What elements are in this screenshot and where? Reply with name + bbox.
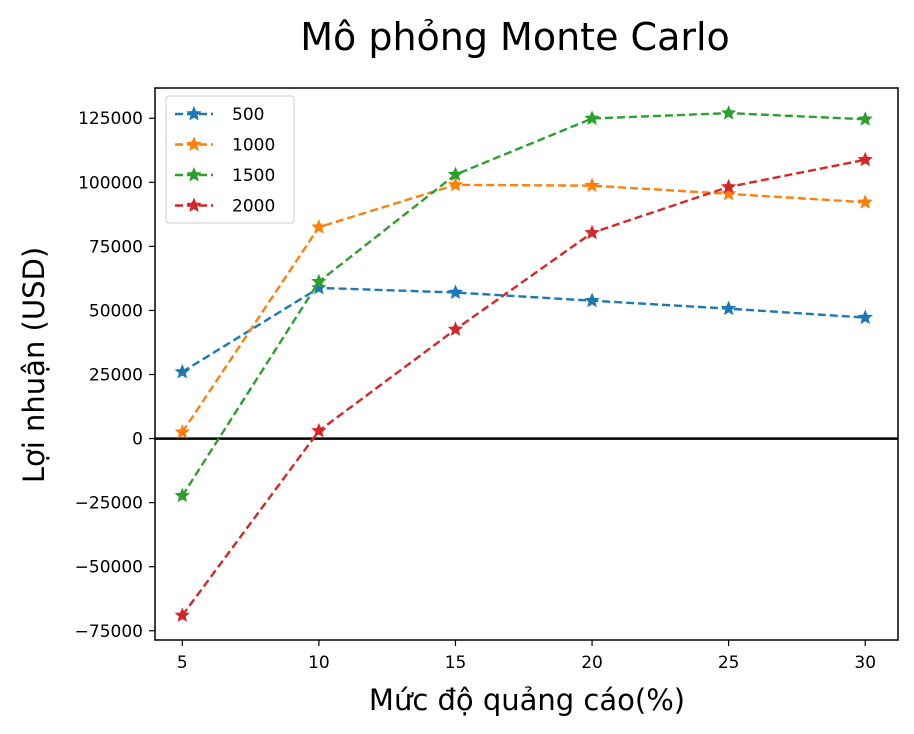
y-tick-label: −75000 <box>75 622 143 642</box>
data-point-star <box>447 176 464 192</box>
x-tick-label: 30 <box>854 653 876 673</box>
legend-star-marker <box>186 136 202 152</box>
x-axis-label: Mức độ quảng cáo(%) <box>369 683 685 717</box>
legend-item: 1500 <box>175 166 275 186</box>
y-tick-label: 25000 <box>89 366 143 386</box>
plot-area <box>154 87 899 641</box>
data-point-star <box>311 422 327 438</box>
data-point-star <box>857 111 873 126</box>
y-tick-label: 0 <box>132 430 143 450</box>
y-tick-label: −50000 <box>75 558 143 578</box>
series-line <box>181 183 866 433</box>
x-tick-label: 25 <box>718 653 740 673</box>
y-tick-label: 125000 <box>78 109 143 129</box>
data-point-star <box>311 279 327 295</box>
data-point-star <box>720 185 737 201</box>
data-point-star <box>584 110 600 126</box>
y-tick-label: 100000 <box>78 173 143 193</box>
data-point-star <box>857 309 873 325</box>
series-500 <box>174 279 873 379</box>
y-axis-label: Lợi nhuận (USD) <box>17 247 51 483</box>
data-point-star <box>857 194 873 209</box>
x-tick-label: 20 <box>581 653 603 673</box>
data-point-star <box>720 300 737 316</box>
legend-star-marker <box>186 197 202 213</box>
legend-item: 1000 <box>175 136 275 156</box>
series-line <box>181 158 866 617</box>
legend: 500 1000 1500 2000 <box>165 95 295 224</box>
series-line <box>181 111 866 497</box>
data-point-star <box>447 284 464 300</box>
data-point-star <box>584 292 600 308</box>
legend-star-marker <box>186 166 202 182</box>
data-point-star <box>584 224 600 240</box>
legend-label: 1500 <box>232 166 275 186</box>
legend-item: 500 <box>175 105 264 125</box>
chart-title: Mô phỏng Monte Carlo <box>300 15 730 59</box>
data-point-star <box>447 321 464 336</box>
legend-label: 500 <box>232 105 264 125</box>
series-1500 <box>174 105 873 503</box>
data-point-star <box>311 219 327 234</box>
data-point-star <box>720 178 737 194</box>
data-point-star <box>857 151 873 167</box>
y-tick-label: −25000 <box>75 494 143 514</box>
legend-item: 2000 <box>175 197 275 217</box>
data-point-star <box>447 166 464 182</box>
data-point-star <box>174 363 190 379</box>
series-2000 <box>174 151 873 622</box>
x-tick-label: 15 <box>445 653 467 673</box>
legend-label: 2000 <box>232 197 275 217</box>
axis-ticks: 5 10 15 20 25 30 −75000 −50000 −25000 0 25000 50000… <box>75 109 876 673</box>
y-tick-label: 75000 <box>89 237 143 257</box>
data-point-star <box>174 487 190 503</box>
series-layer <box>174 105 873 622</box>
series-line <box>181 286 866 373</box>
data-point-star <box>174 424 190 439</box>
data-point-star <box>174 607 190 622</box>
data-point-star <box>584 177 600 193</box>
legend-star-marker <box>186 105 202 121</box>
y-tick-label: 50000 <box>89 301 143 321</box>
data-point-star <box>311 273 327 289</box>
legend-label: 1000 <box>232 136 275 156</box>
x-tick-label: 5 <box>177 653 188 673</box>
series-1000 <box>174 176 873 439</box>
legend-box <box>165 95 295 224</box>
x-tick-label: 10 <box>308 653 330 673</box>
data-point-star <box>720 105 737 120</box>
